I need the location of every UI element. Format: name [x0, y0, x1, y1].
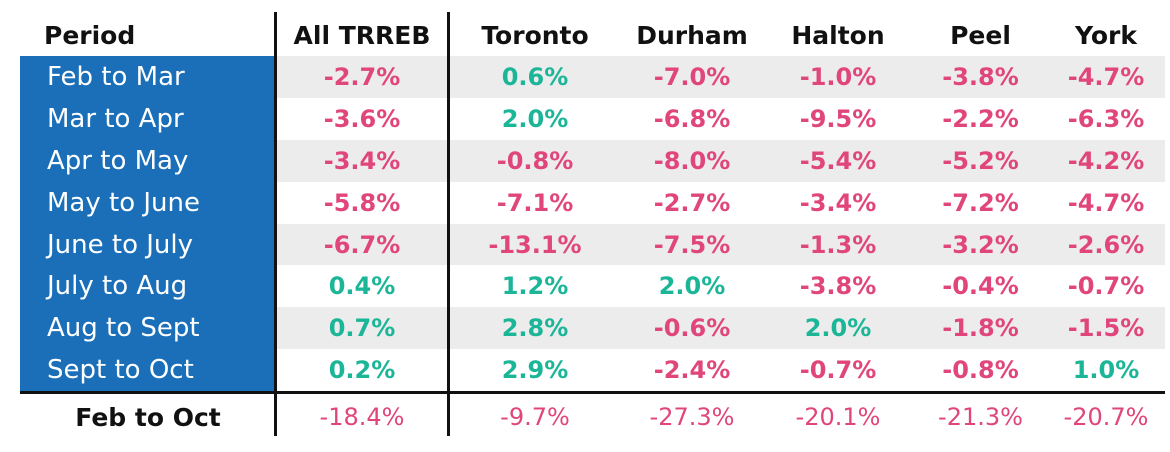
period-cell: July to Aug [20, 265, 276, 308]
total-value-cell: -21.3% [914, 391, 1047, 441]
value-cell: 0.6% [448, 56, 622, 98]
value-cell: -3.8% [914, 56, 1047, 98]
value-cell: -1.3% [762, 223, 914, 266]
period-cell: June to July [20, 223, 276, 266]
value-cell: -3.6% [323, 104, 401, 133]
period-cell: Feb to Mar [20, 56, 276, 98]
table-body: Feb to Mar -2.7% 0.6% -7.0% -1.0% -3.8% -4.7% M… [20, 56, 1165, 441]
total-period-cell: Feb to Oct [20, 391, 276, 441]
value-cell: -0.7% [799, 356, 877, 385]
period-cell: Sept to Oct [20, 349, 276, 393]
value-cell: 1.2% [501, 272, 569, 301]
value-cell: 2.0% [762, 307, 914, 350]
value-cell: -0.8% [942, 356, 1019, 385]
period-cell: May to June [20, 181, 276, 224]
value-cell: -4.2% [1047, 139, 1165, 182]
value-cell: -1.0% [762, 56, 914, 98]
value-cell: -2.2% [942, 104, 1019, 133]
value-cell: 2.0% [501, 104, 569, 133]
value-cell: -2.6% [1047, 223, 1165, 266]
table-row: May to June -5.8% -7.1% -2.7% -3.4% -7.2% -4.7… [20, 181, 1165, 224]
total-value-cell: -20.1% [762, 391, 914, 441]
value-cell: 0.4% [328, 272, 396, 301]
header-york: York [1075, 20, 1137, 50]
column-divider-right [447, 12, 450, 436]
value-cell: -2.7% [276, 56, 448, 98]
column-divider-left [274, 12, 277, 436]
value-cell: -0.7% [1067, 272, 1145, 301]
table-row: Apr to May -3.4% -0.8% -8.0% -5.4% -5.2% -4.2% [20, 139, 1165, 182]
period-cell: Mar to Apr [20, 97, 276, 140]
total-value-cell: -27.3% [622, 391, 762, 441]
value-cell: -8.0% [622, 139, 762, 182]
table-row: July to Aug 0.4% 1.2% 2.0% -3.8% -0.4% -0.7% [20, 265, 1165, 308]
header-toronto: Toronto [481, 20, 589, 50]
value-cell: 2.0% [658, 272, 726, 301]
value-cell: -9.5% [799, 104, 877, 133]
value-cell: -1.5% [1047, 307, 1165, 350]
value-cell: -3.2% [914, 223, 1047, 266]
table-row: Sept to Oct 0.2% 2.9% -2.4% -0.7% -0.8% 1.0% [20, 349, 1165, 393]
value-cell: -1.8% [914, 307, 1047, 350]
value-cell: -6.3% [1067, 104, 1145, 133]
value-cell: -13.1% [448, 223, 622, 266]
table-row: June to July -6.7% -13.1% -7.5% -1.3% -3.2% -2… [20, 223, 1165, 266]
value-cell: -0.8% [448, 139, 622, 182]
header-period: Period [44, 20, 136, 50]
period-cell: Aug to Sept [20, 307, 276, 350]
value-cell: -0.4% [942, 272, 1019, 301]
value-cell: -4.7% [1067, 188, 1145, 217]
value-cell: -0.6% [622, 307, 762, 350]
value-cell: 2.9% [501, 356, 569, 385]
value-cell: 2.8% [448, 307, 622, 350]
total-value-cell: -9.7% [448, 391, 622, 441]
value-cell: 0.7% [276, 307, 448, 350]
total-value-cell: -20.7% [1047, 391, 1165, 441]
period-change-table: Period All TRREB Toronto Durham Halton P… [20, 14, 1165, 441]
value-cell: -3.4% [799, 188, 877, 217]
header-row: Period All TRREB Toronto Durham Halton P… [20, 14, 1165, 56]
total-value-cell: -18.4% [276, 391, 448, 441]
value-cell: -7.2% [942, 188, 1019, 217]
value-cell: 0.2% [328, 356, 396, 385]
value-cell: -7.5% [622, 223, 762, 266]
header-peel: Peel [950, 20, 1011, 50]
value-cell: -5.4% [762, 139, 914, 182]
value-cell: -7.1% [496, 188, 574, 217]
table-row: Aug to Sept 0.7% 2.8% -0.6% 2.0% -1.8% -1.5% [20, 307, 1165, 350]
table-row: Mar to Apr -3.6% 2.0% -6.8% -9.5% -2.2% -6.3% [20, 97, 1165, 140]
value-cell: -3.4% [276, 139, 448, 182]
value-cell: -3.8% [799, 272, 877, 301]
header-durham: Durham [636, 20, 748, 50]
value-cell: -4.7% [1047, 56, 1165, 98]
value-cell: 1.0% [1072, 356, 1140, 385]
value-cell: -5.2% [914, 139, 1047, 182]
value-cell: -7.0% [622, 56, 762, 98]
value-cell: -2.4% [653, 356, 731, 385]
table-row: Feb to Mar -2.7% 0.6% -7.0% -1.0% -3.8% -4.7% [20, 56, 1165, 98]
total-row: Feb to Oct -18.4% -9.7% -27.3% -20.1% -21.3% -… [20, 391, 1165, 441]
header-halton: Halton [791, 20, 885, 50]
value-cell: -6.8% [653, 104, 731, 133]
value-cell: -2.7% [653, 188, 731, 217]
value-cell: -5.8% [323, 188, 401, 217]
header-all-trreb: All TRREB [293, 20, 431, 50]
period-cell: Apr to May [20, 139, 276, 182]
value-cell: -6.7% [276, 223, 448, 266]
